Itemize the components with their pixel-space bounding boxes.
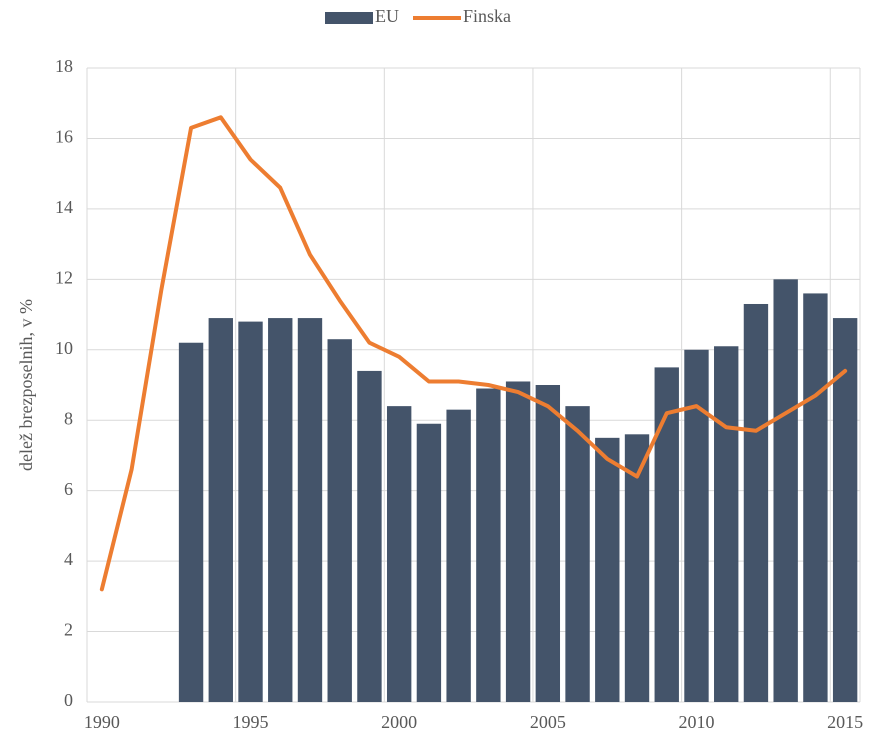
y-tick-label: 2: [64, 620, 73, 640]
bar: [743, 303, 769, 702]
y-tick-label: 4: [64, 549, 73, 569]
x-tick-label: 2005: [530, 712, 566, 732]
bar: [386, 406, 412, 702]
bar: [208, 318, 233, 702]
line: [99, 115, 848, 592]
x-tick-label: 2015: [827, 712, 863, 732]
bar: [476, 388, 501, 702]
bar: [714, 346, 739, 702]
bar: [565, 406, 590, 702]
x-tick-label: 2000: [381, 712, 417, 732]
legend-label: Finska: [463, 6, 511, 26]
bar: [505, 381, 531, 702]
x-tick-label: 1995: [233, 712, 269, 732]
bar: [595, 437, 620, 702]
legend-label: EU: [375, 6, 399, 26]
bar: [684, 349, 709, 702]
legend-swatch: [325, 12, 373, 24]
bar: [268, 318, 293, 702]
y-tick-label: 8: [64, 408, 73, 428]
y-tick-label: 14: [55, 197, 73, 217]
bar: [178, 342, 204, 702]
y-tick-label: 18: [55, 56, 73, 76]
y-axis-label: delež brezposelnih, v %: [16, 299, 36, 471]
bar: [238, 321, 263, 702]
bar: [446, 409, 471, 702]
bar: [535, 385, 561, 702]
x-tick-label: 1990: [84, 712, 120, 732]
bar: [803, 293, 828, 702]
y-tick-label: 16: [55, 127, 73, 147]
bar: [654, 367, 679, 702]
y-tick-label: 12: [55, 267, 73, 287]
y-tick-label: 6: [64, 479, 73, 499]
bar: [773, 279, 798, 702]
bar: [327, 339, 352, 702]
y-tick-label: 10: [55, 338, 73, 358]
bar: [297, 318, 323, 702]
bar: [832, 318, 858, 702]
bar: [357, 370, 382, 702]
bar: [416, 423, 442, 702]
bar: [624, 434, 650, 702]
y-tick-label: 0: [64, 690, 73, 710]
x-tick-label: 2010: [678, 712, 714, 732]
